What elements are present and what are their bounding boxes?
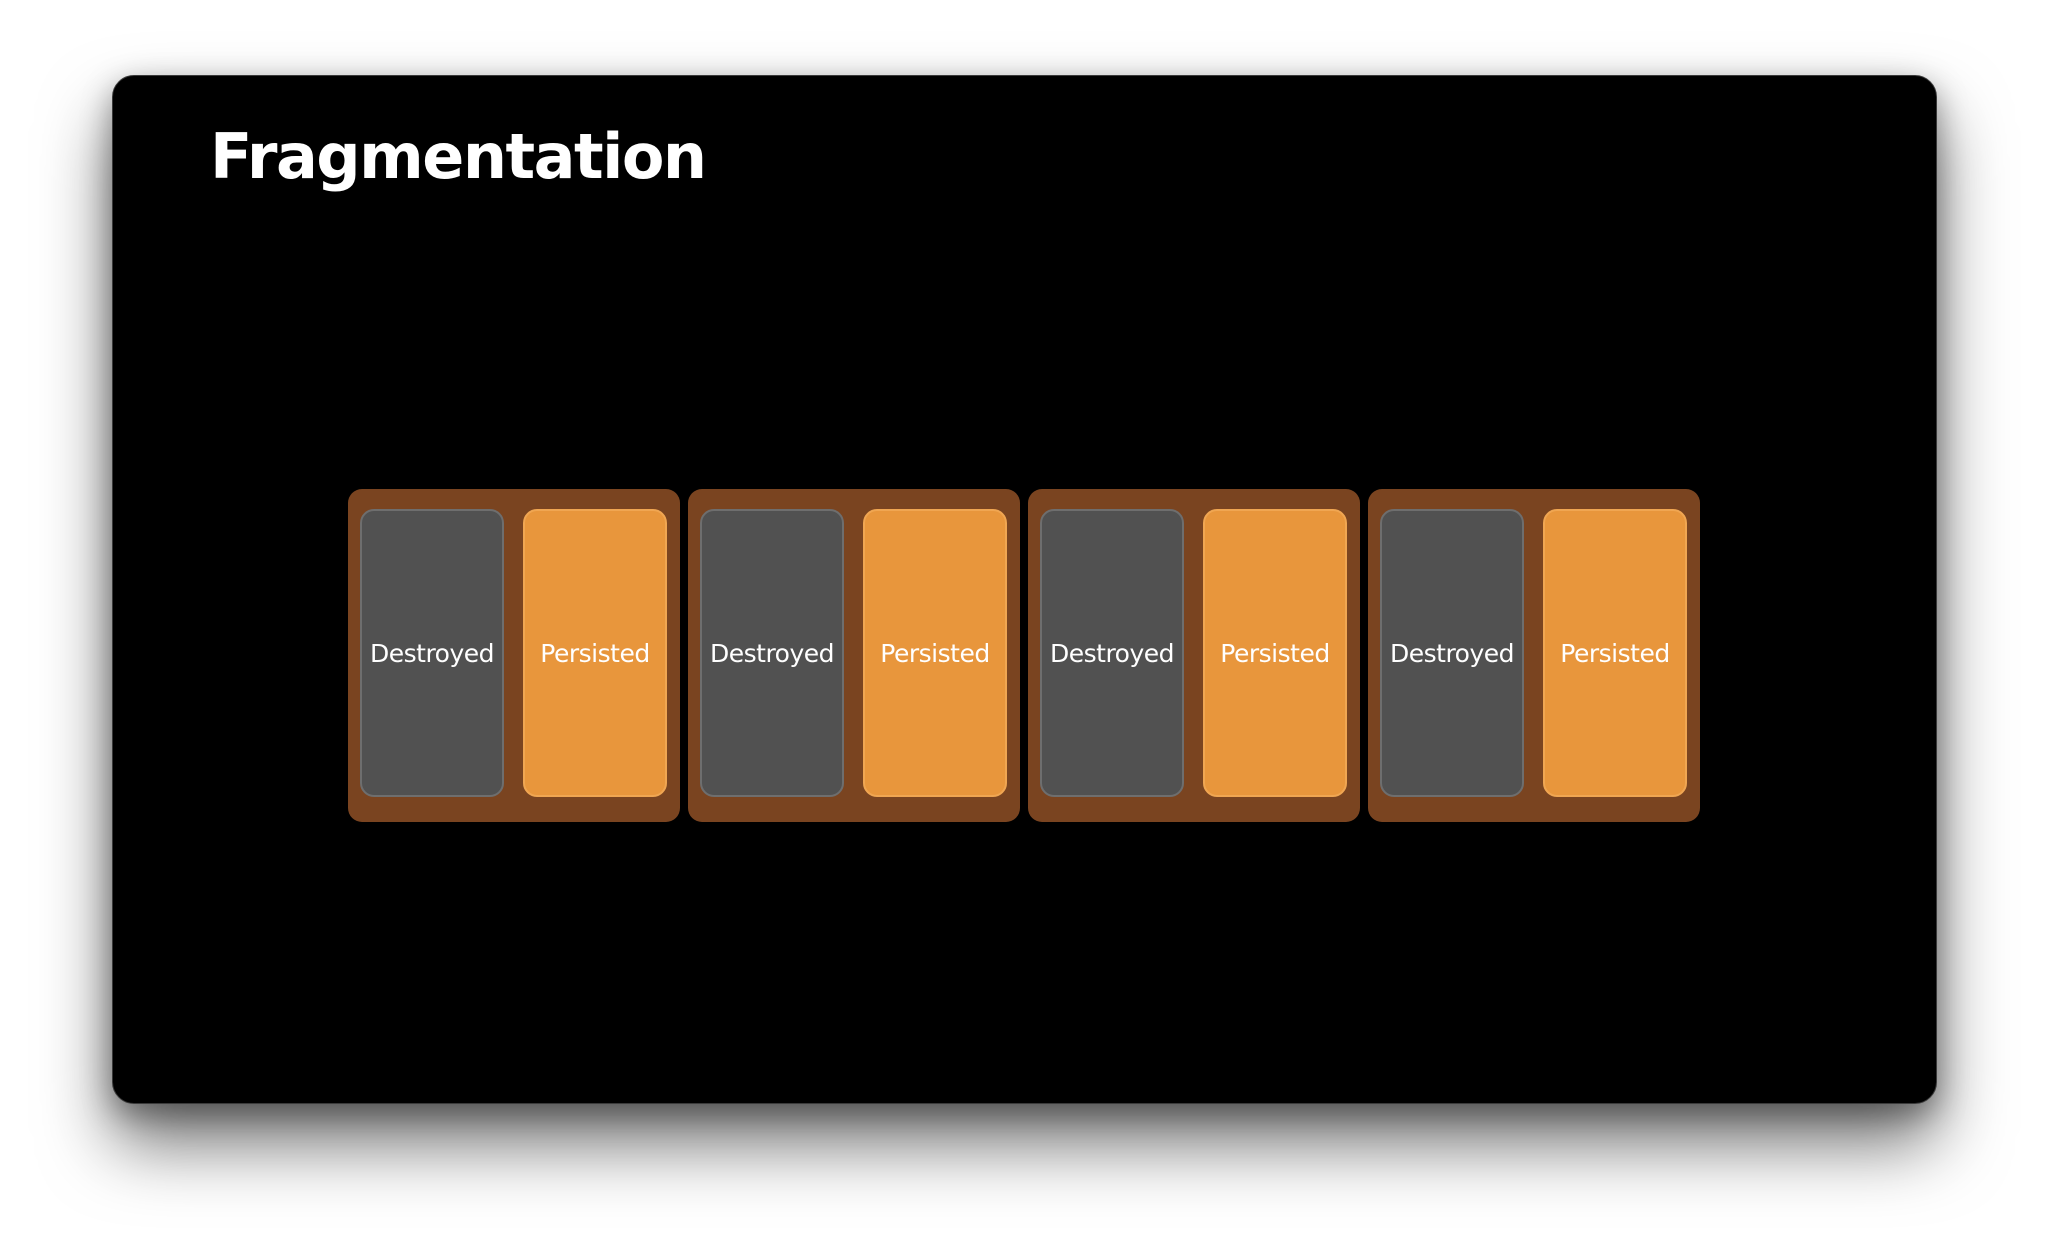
destroyed-block: Destroyed bbox=[360, 509, 504, 797]
persisted-block: Persisted bbox=[1203, 509, 1347, 797]
destroyed-block: Destroyed bbox=[1380, 509, 1524, 797]
persisted-block: Persisted bbox=[863, 509, 1007, 797]
fragment-group: Destroyed Persisted bbox=[348, 489, 680, 822]
persisted-block: Persisted bbox=[1543, 509, 1687, 797]
slide-window: Fragmentation Destroyed Persisted Destro… bbox=[112, 75, 1937, 1104]
persisted-block: Persisted bbox=[523, 509, 667, 797]
fragment-groups: Destroyed Persisted Destroyed Persisted … bbox=[348, 489, 1700, 822]
fragment-group: Destroyed Persisted bbox=[688, 489, 1020, 822]
fragment-group: Destroyed Persisted bbox=[1028, 489, 1360, 822]
fragment-group: Destroyed Persisted bbox=[1368, 489, 1700, 822]
destroyed-block: Destroyed bbox=[1040, 509, 1184, 797]
slide-title: Fragmentation bbox=[210, 120, 707, 193]
destroyed-block: Destroyed bbox=[700, 509, 844, 797]
